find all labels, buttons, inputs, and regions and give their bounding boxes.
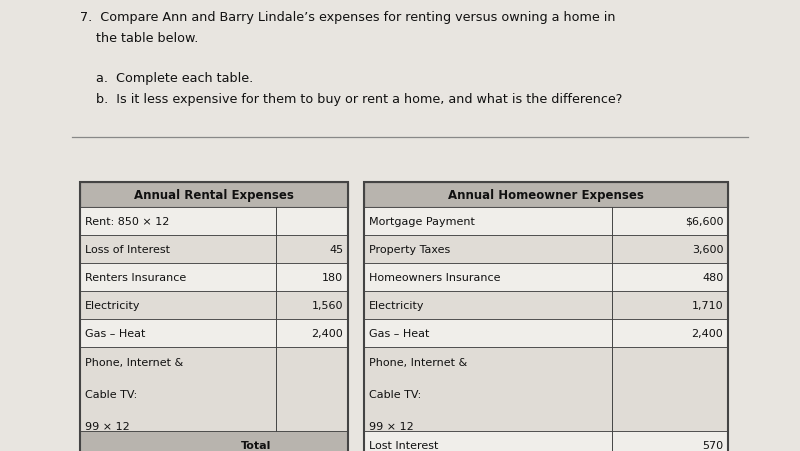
Text: Renters Insurance: Renters Insurance [85,272,186,282]
Text: 7.  Compare Ann and Barry Lindale’s expenses for renting versus owning a home in: 7. Compare Ann and Barry Lindale’s expen… [80,11,615,24]
Text: Property Taxes: Property Taxes [369,244,450,254]
Text: 1,710: 1,710 [691,300,723,310]
Text: Gas – Heat: Gas – Heat [369,328,429,338]
Text: 2,400: 2,400 [691,328,723,338]
Text: 99 × 12: 99 × 12 [85,421,130,431]
Text: Rent: 850 × 12: Rent: 850 × 12 [85,216,169,226]
Text: 480: 480 [702,272,723,282]
Text: Phone, Internet &: Phone, Internet & [369,357,467,367]
Text: 1,560: 1,560 [312,300,343,310]
Text: 180: 180 [322,272,343,282]
Text: Annual Homeowner Expenses: Annual Homeowner Expenses [448,189,644,202]
Text: Mortgage Payment: Mortgage Payment [369,216,474,226]
Text: Lost Interest: Lost Interest [369,440,438,450]
Text: 3,600: 3,600 [692,244,723,254]
Text: Total: Total [241,440,271,450]
Text: a.  Complete each table.: a. Complete each table. [96,72,254,85]
Text: the table below.: the table below. [80,32,198,45]
Text: b.  Is it less expensive for them to buy or rent a home, and what is the differe: b. Is it less expensive for them to buy … [96,92,622,106]
Text: Gas – Heat: Gas – Heat [85,328,145,338]
Text: 99 × 12: 99 × 12 [369,421,414,431]
Text: Annual Rental Expenses: Annual Rental Expenses [134,189,294,202]
Text: Electricity: Electricity [85,300,140,310]
Text: Cable TV:: Cable TV: [85,389,137,399]
Text: Loss of Interest: Loss of Interest [85,244,170,254]
Text: Electricity: Electricity [369,300,424,310]
Text: 45: 45 [329,244,343,254]
Text: $6,600: $6,600 [685,216,723,226]
Text: 570: 570 [702,440,723,450]
Text: Cable TV:: Cable TV: [369,389,421,399]
Text: 2,400: 2,400 [311,328,343,338]
Text: Phone, Internet &: Phone, Internet & [85,357,183,367]
Text: Homeowners Insurance: Homeowners Insurance [369,272,500,282]
